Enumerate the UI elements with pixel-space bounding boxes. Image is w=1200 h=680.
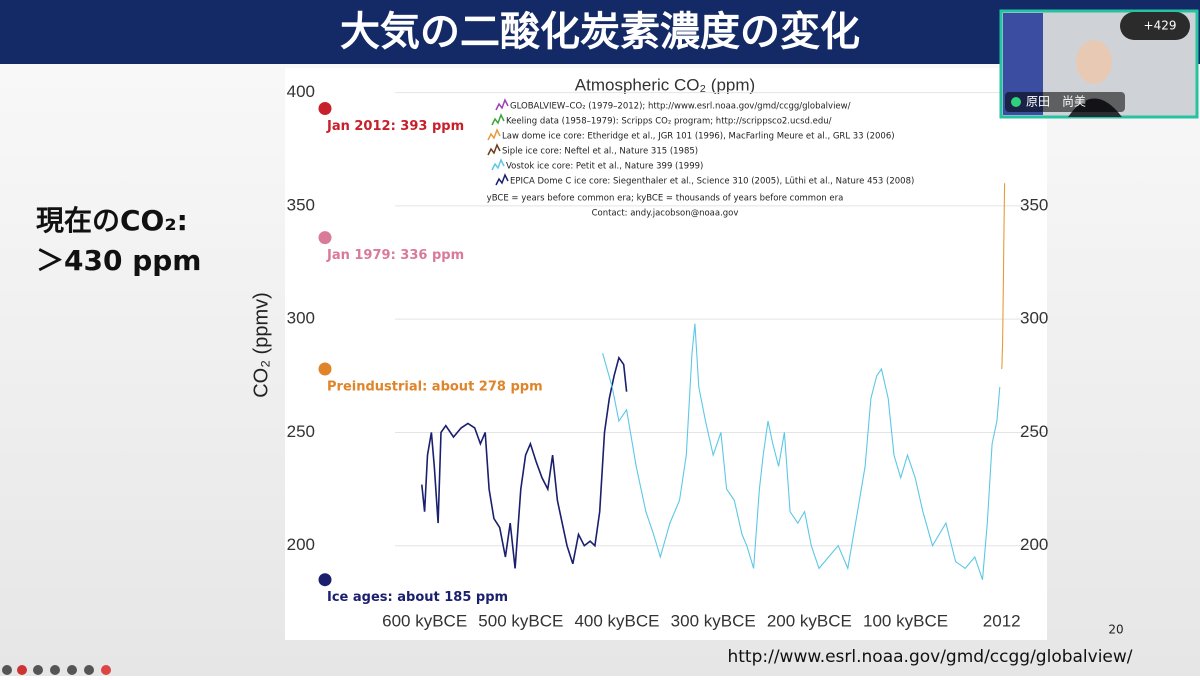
participant-count-badge[interactable]	[1120, 12, 1190, 40]
toolbar-button[interactable]	[50, 665, 60, 675]
legend-icon	[487, 128, 501, 141]
legend-text: Keeling data (1958–1979): Scripps CO₂ pr…	[506, 117, 832, 127]
y-tick-label: 350	[287, 195, 315, 214]
y-axis-label: CO₂ (ppmv)	[250, 292, 272, 398]
note-line: 現在のCO₂:	[36, 204, 188, 237]
y2-tick-label: 250	[1020, 422, 1048, 441]
name-label-bg	[1005, 92, 1125, 112]
y-tick-label: 400	[287, 82, 315, 101]
legend-icon	[491, 113, 505, 126]
toolbar-button[interactable]	[33, 665, 43, 675]
x-tick-label: 300 kyBCE	[671, 611, 756, 630]
slide-title: 大気の二酸化炭素濃度の変化	[340, 9, 860, 55]
source-url: http://www.esrl.noaa.gov/gmd/ccgg/global…	[727, 647, 1132, 667]
annotation-label: Ice ages: about 185 ppm	[327, 590, 508, 605]
y2-tick-label: 350	[1020, 195, 1048, 214]
credit-text: Contact: andy.jacobson@noaa.gov	[592, 209, 739, 219]
annotation-dot	[318, 231, 332, 245]
legend-text: Siple ice core: Neftel et al., Nature 31…	[502, 147, 698, 157]
x-tick-label: 500 kyBCE	[478, 611, 563, 630]
y-tick-label: 200	[287, 535, 315, 554]
legend-text: GLOBALVIEW–CO₂ (1979–2012); http://www.e…	[510, 102, 851, 112]
annotation-dot	[318, 102, 332, 116]
y-tick-label: 250	[287, 422, 315, 441]
legend-icon	[495, 173, 509, 186]
legend-text: Vostok ice core: Petit et al., Nature 39…	[506, 162, 703, 172]
annotation-dot	[318, 573, 332, 587]
legend-icon	[487, 143, 501, 156]
chart-area	[285, 68, 1047, 640]
participant-name: 原田 尚美	[1026, 95, 1086, 109]
page-number: 20	[1108, 623, 1123, 637]
video-tile: 原田 尚美 +429	[999, 9, 1199, 119]
annotation-label: Preindustrial: about 278 ppm	[327, 380, 543, 395]
annotation-dot	[318, 362, 332, 376]
note-line: ＞430 ppm	[36, 244, 201, 277]
chart-title: Atmospheric CO₂ (ppm)	[575, 75, 755, 94]
series-line	[1001, 183, 1006, 370]
x-tick-label: 2012	[983, 611, 1021, 630]
y2-tick-label: 300	[1020, 309, 1048, 328]
toolbar-button[interactable]	[84, 665, 94, 675]
series-line	[602, 323, 1001, 580]
legend-text: Law dome ice core: Etheridge et al., JGR…	[502, 132, 895, 142]
series-line	[421, 355, 628, 569]
mic-icon	[1011, 97, 1021, 107]
credit-text: yBCE = years before common era; kyBCE = …	[487, 194, 844, 204]
annotation-label: Jan 1979: 336 ppm	[326, 248, 464, 263]
chart: 200 250 300 350 400 200 250 300 350 600 kyBCE 500 …	[287, 82, 1049, 630]
participant-count[interactable]: +429	[1144, 19, 1177, 33]
toolbar-button[interactable]	[2, 665, 12, 675]
y-tick-label: 300	[287, 309, 315, 328]
x-tick-label: 600 kyBCE	[382, 611, 467, 630]
person-face	[1076, 40, 1112, 84]
legend-icon	[495, 98, 509, 111]
annotation-label: Jan 2012: 393 ppm	[326, 119, 464, 134]
x-tick-label: 200 kyBCE	[767, 611, 852, 630]
y2-tick-label: 200	[1020, 535, 1048, 554]
toolbar-button[interactable]	[101, 665, 111, 675]
x-tick-label: 100 kyBCE	[863, 611, 948, 630]
legend-text: EPICA Dome C ice core: Siegenthaler et a…	[510, 177, 914, 187]
toolbar	[2, 665, 111, 675]
legend-icon	[491, 158, 505, 171]
x-tick-label: 400 kyBCE	[574, 611, 659, 630]
toolbar-button[interactable]	[17, 665, 27, 675]
toolbar-button[interactable]	[67, 665, 77, 675]
